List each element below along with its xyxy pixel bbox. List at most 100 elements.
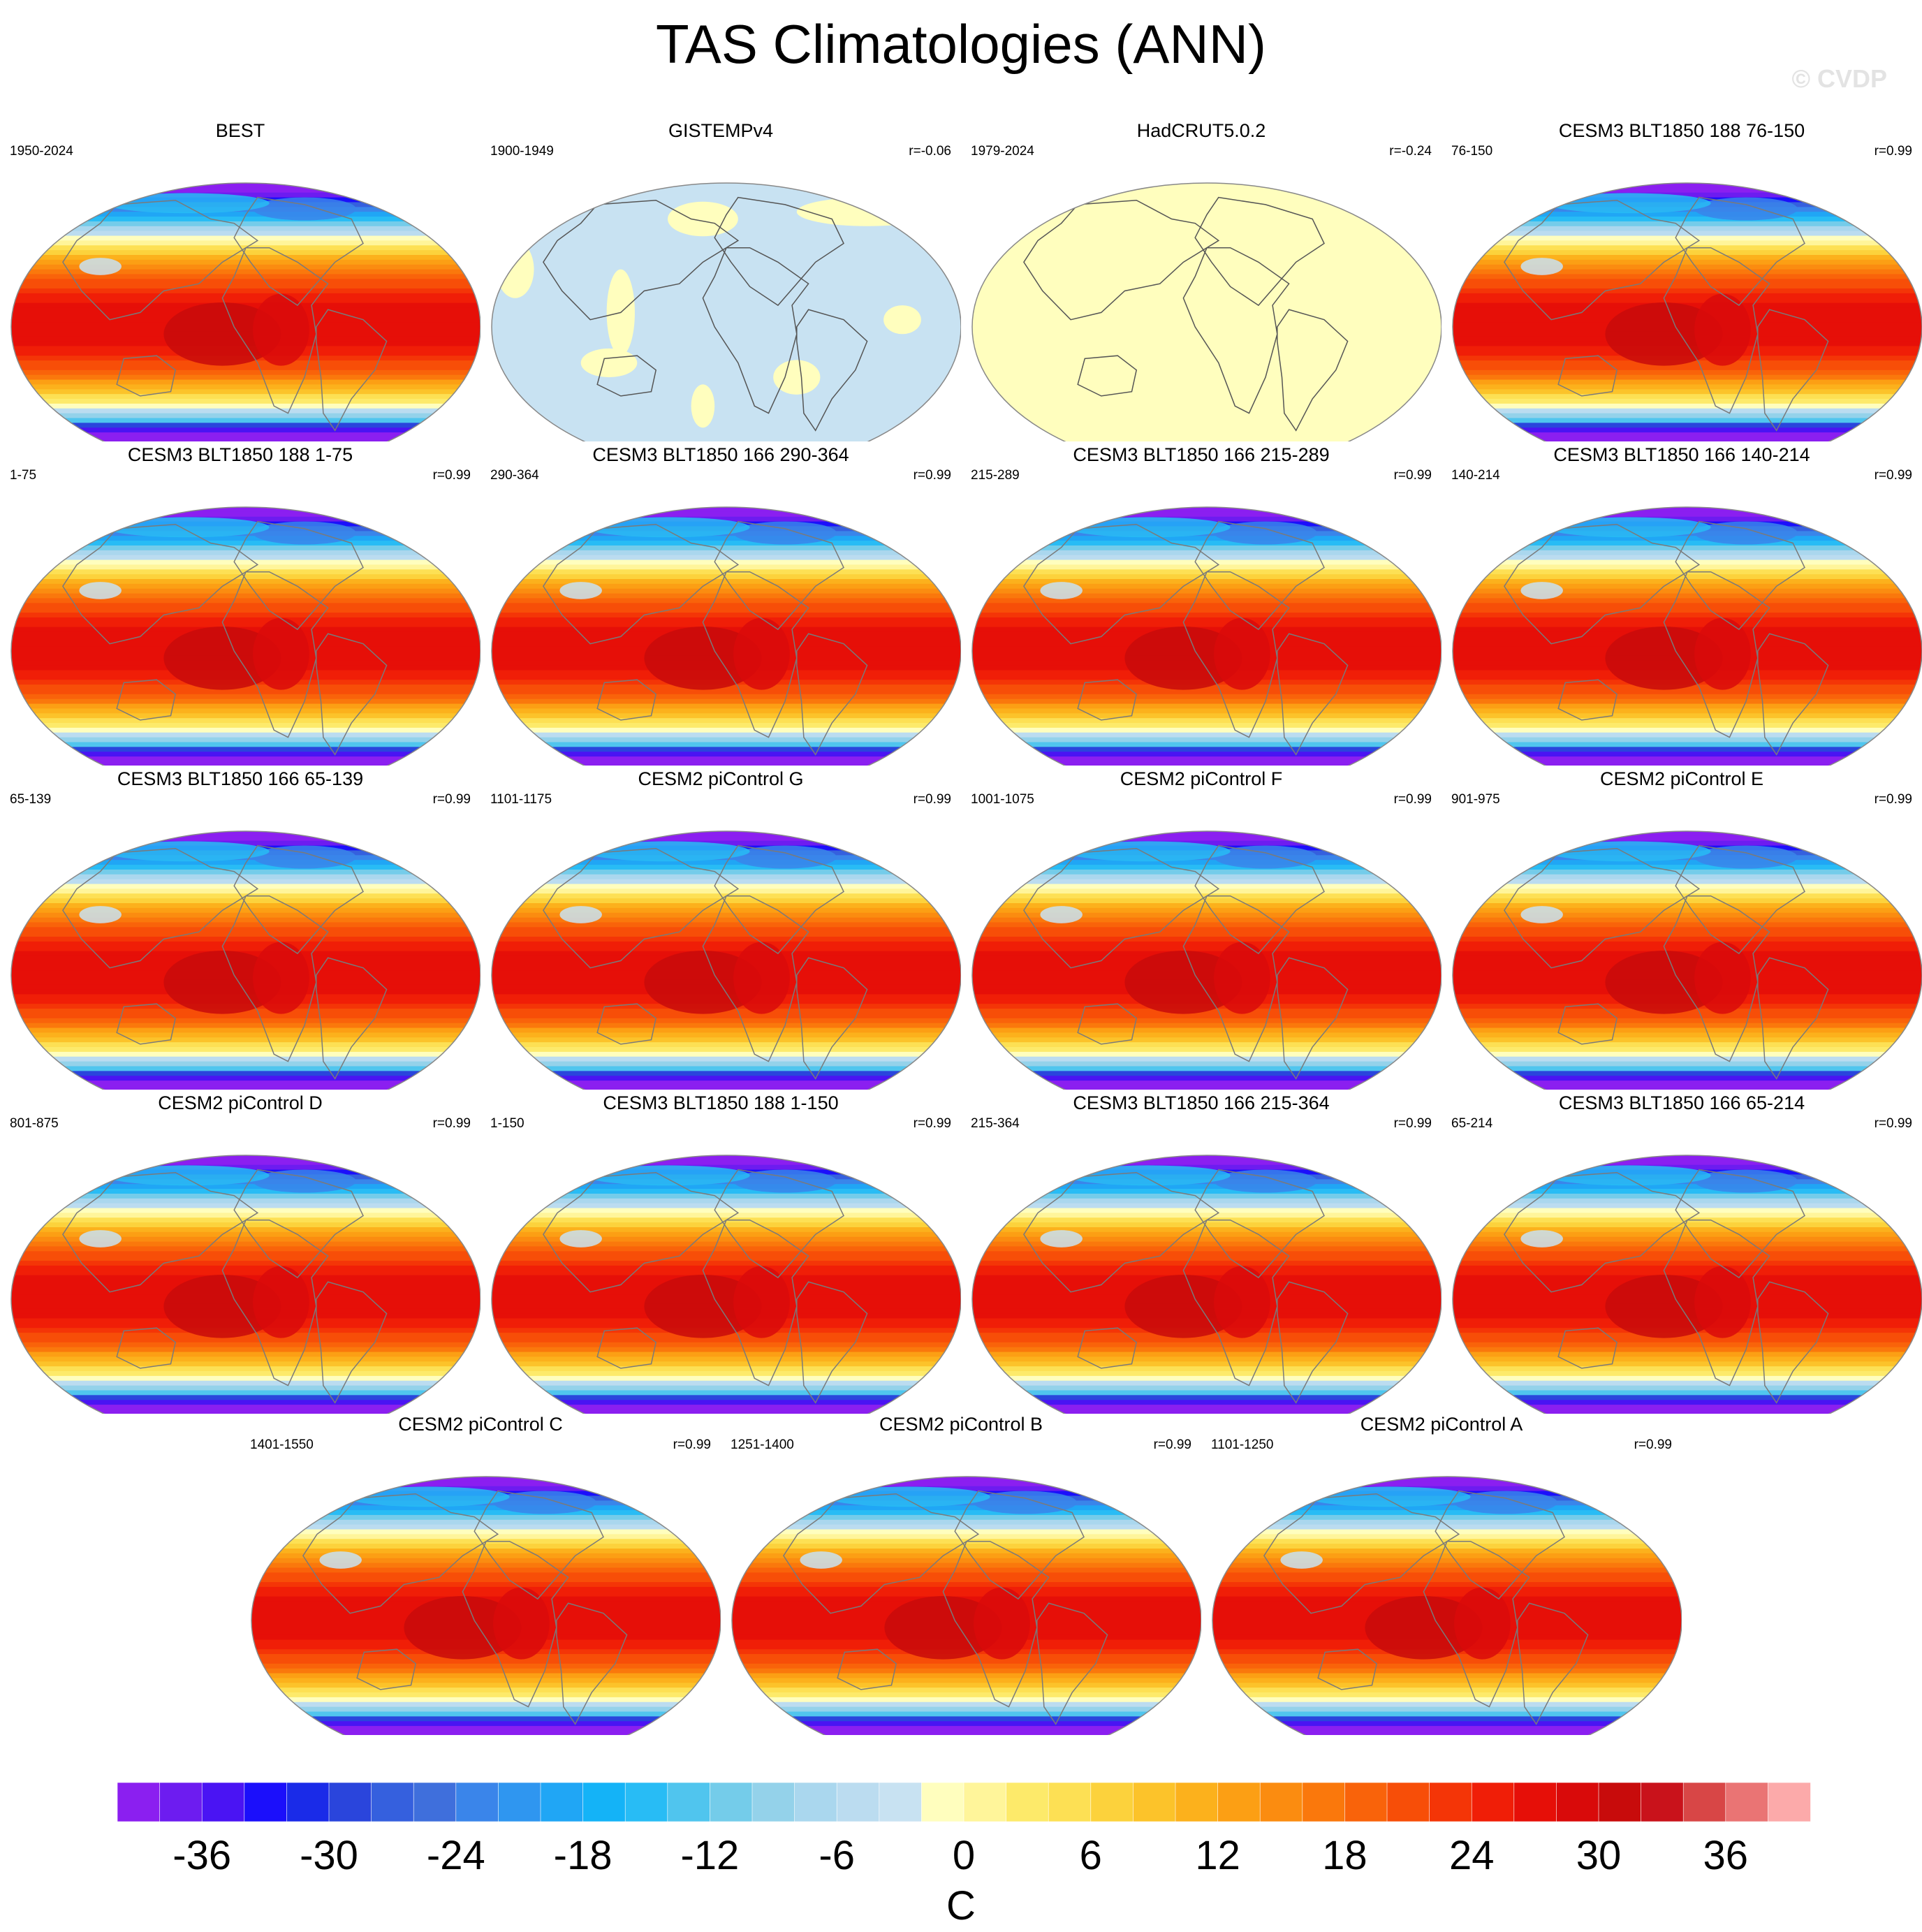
panel-years: 1401-1550 <box>250 1437 314 1452</box>
temperature-band <box>972 713 1442 719</box>
temperature-band <box>11 1061 480 1067</box>
temperature-band <box>11 288 480 294</box>
temperature-band <box>1453 1409 1922 1414</box>
temperature-band <box>251 1553 721 1559</box>
temperature-band <box>1212 1697 1682 1703</box>
temperature-band <box>11 1164 480 1171</box>
temperature-band <box>11 1213 480 1219</box>
temperature-band <box>972 732 1442 738</box>
panel-years: 901-975 <box>1451 792 1500 807</box>
temperature-band <box>1453 192 1922 198</box>
greenland-region <box>1454 1491 1557 1514</box>
temperature-band <box>11 903 480 909</box>
african-tropics-region <box>974 1587 1030 1660</box>
temperature-band <box>492 685 961 690</box>
temperature-band <box>732 1591 1201 1597</box>
north-america-outline <box>1675 1169 1805 1279</box>
temperature-band <box>1453 1013 1922 1019</box>
temperature-band <box>11 1189 480 1194</box>
temperature-band <box>251 1558 721 1564</box>
greenland-region <box>1214 521 1317 545</box>
africa-outline <box>702 895 809 1062</box>
colorbar-swatch <box>1344 1782 1388 1822</box>
temperature-band <box>11 1155 480 1161</box>
panel-correlation: r=0.99 <box>432 1116 471 1131</box>
temperature-band <box>972 1208 1442 1214</box>
temperature-band <box>732 1688 1201 1693</box>
temperature-band <box>972 1056 1442 1062</box>
temperature-band <box>972 898 1442 904</box>
temperature-band <box>1453 1356 1922 1363</box>
temperature-band <box>1453 613 1922 618</box>
temperature-band <box>1453 408 1922 414</box>
temperature-band <box>1453 221 1922 227</box>
temperature-band <box>972 1261 1442 1266</box>
temperature-band <box>732 1549 1201 1554</box>
africa-outline <box>1663 571 1770 738</box>
temperature-band <box>972 752 1442 758</box>
temperature-band <box>11 360 480 366</box>
temperature-band <box>251 1481 721 1487</box>
temperature-band <box>492 1208 961 1214</box>
temperature-band <box>1453 756 1922 762</box>
warm-pool-region <box>163 950 281 1014</box>
colorbar-swatch <box>963 1782 1007 1822</box>
siberia-region <box>1066 1165 1231 1186</box>
colorbar-swatch <box>710 1782 753 1822</box>
temperature-band <box>11 761 480 766</box>
temperature-band <box>1453 1236 1922 1243</box>
temperature-band <box>492 946 961 952</box>
temperature-field <box>1453 507 1922 766</box>
temperature-band <box>11 718 480 724</box>
temperature-band <box>11 1251 480 1257</box>
temperature-band <box>492 1352 961 1358</box>
temperature-band <box>492 1013 961 1019</box>
temperature-band <box>492 718 961 724</box>
temperature-band <box>11 1337 480 1343</box>
temperature-band <box>972 1023 1442 1029</box>
temperature-band <box>11 747 480 753</box>
asia-outline <box>62 199 259 321</box>
north-america-outline <box>1194 1169 1325 1279</box>
temperature-band <box>1453 379 1922 386</box>
panel-years: 1101-1175 <box>490 792 552 807</box>
temperature-band <box>11 941 480 947</box>
temperature-band <box>492 689 961 695</box>
temperature-band <box>732 1673 1201 1679</box>
temperature-band <box>11 1356 480 1363</box>
south-america-outline <box>1277 957 1349 1080</box>
greenland-region <box>1214 845 1317 869</box>
temperature-band <box>11 1366 480 1372</box>
warm-pool-region <box>644 1274 762 1338</box>
asia-outline <box>1023 199 1220 321</box>
temperature-band <box>972 1051 1442 1058</box>
temperature-band <box>972 737 1442 743</box>
temperature-band <box>972 708 1442 715</box>
temperature-field <box>732 1477 1201 1735</box>
african-tropics-region <box>253 1266 309 1338</box>
temperature-band <box>1453 1076 1922 1082</box>
australia-outline <box>1557 1003 1618 1045</box>
colorbar-tick-label: 24 <box>1449 1833 1495 1878</box>
australia-outline <box>116 355 177 397</box>
robinson-map <box>10 182 480 441</box>
temperature-band <box>1453 394 1922 400</box>
temperature-band <box>1453 737 1922 743</box>
temperature-band <box>11 622 480 628</box>
panel-correlation: r=0.99 <box>1393 1116 1432 1131</box>
map-panel: CESM3 BLT1850 166 215-289 215-289 r=0.99 <box>961 444 1442 766</box>
australia-outline <box>116 1003 177 1045</box>
temperature-band <box>11 888 480 895</box>
temperature-band <box>1453 284 1922 290</box>
temperature-band <box>492 742 961 748</box>
warm-pool-region <box>163 626 281 690</box>
temperature-band <box>11 685 480 690</box>
temperature-band <box>1453 360 1922 366</box>
temperature-band <box>492 1023 961 1029</box>
african-tropics-region <box>1454 1587 1511 1660</box>
field-background <box>492 183 961 441</box>
temperature-band <box>732 1692 1201 1698</box>
south-america-outline <box>316 633 388 756</box>
colorbar-swatch <box>1006 1782 1049 1822</box>
temperature-band <box>1453 1213 1922 1219</box>
